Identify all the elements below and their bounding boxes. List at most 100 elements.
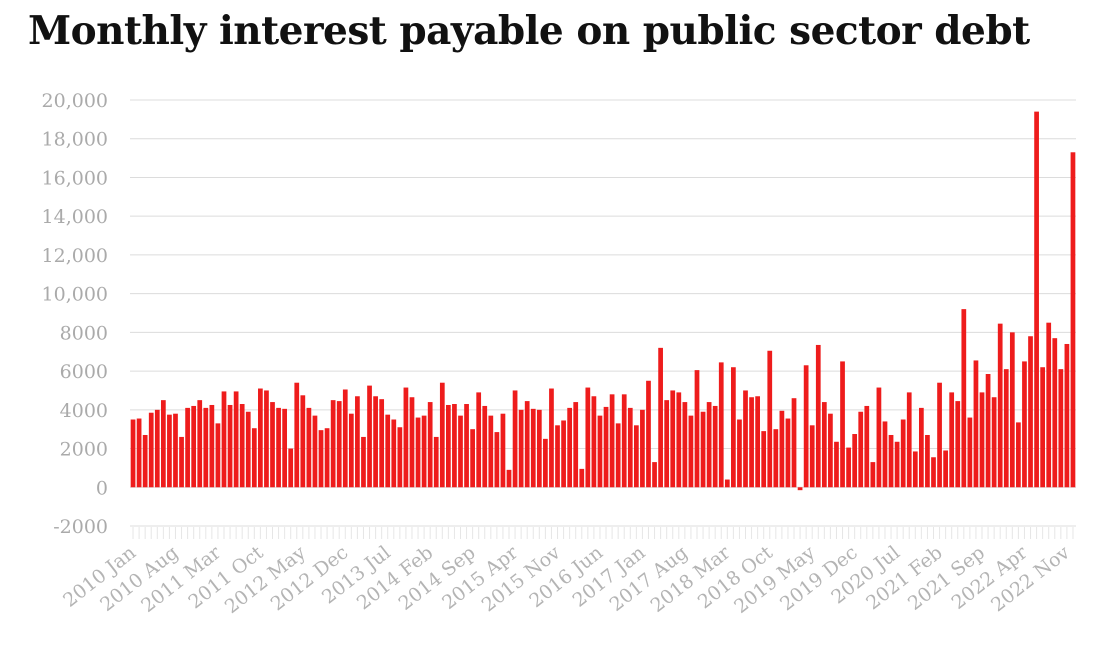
- bar: [1003, 369, 1009, 488]
- bar: [815, 344, 821, 488]
- bar: [925, 434, 930, 488]
- x-axis-minor-ticks: [132, 527, 1074, 539]
- bar: [239, 404, 245, 488]
- bar: [476, 392, 482, 488]
- bar: [330, 400, 336, 488]
- bar: [288, 448, 294, 488]
- bar: [755, 396, 760, 488]
- bar: [609, 394, 615, 488]
- bar: [912, 451, 918, 488]
- bar: [864, 405, 870, 488]
- y-axis-ticks: -2000 0 2000 4000 6000 8000 10,000 12,000 14,000…: [42, 90, 108, 538]
- bar: [318, 430, 324, 488]
- bar: [597, 415, 603, 488]
- bar: [300, 395, 306, 488]
- bar: [518, 409, 524, 488]
- bar: [427, 402, 433, 488]
- bar: [961, 309, 967, 488]
- bar: [385, 414, 391, 488]
- bar: [555, 425, 560, 488]
- bar: [997, 323, 1003, 488]
- bar: [761, 431, 767, 488]
- y-tick-label: 20,000: [42, 90, 108, 112]
- bar: [355, 396, 360, 488]
- bar: [215, 423, 221, 488]
- bar: [567, 407, 573, 488]
- bar: [160, 400, 166, 488]
- bar: [221, 391, 227, 488]
- bar: [852, 434, 858, 488]
- gridlines: [130, 99, 1076, 527]
- bar: [446, 404, 451, 488]
- bar: [130, 419, 136, 488]
- y-tick-label: 4000: [60, 400, 108, 422]
- y-tick-label: 10,000: [42, 284, 108, 306]
- bar: [882, 421, 888, 488]
- bar: [706, 402, 712, 488]
- bar: [276, 407, 281, 488]
- bar: [306, 407, 312, 488]
- bar: [209, 404, 215, 488]
- bar: [154, 409, 160, 488]
- bar: [561, 420, 566, 488]
- bar: [197, 400, 203, 488]
- bar: [421, 415, 427, 488]
- bar: [245, 411, 251, 488]
- bar: [773, 429, 779, 488]
- bar: [409, 397, 415, 488]
- bar: [1040, 367, 1046, 488]
- bar: [397, 427, 403, 488]
- bar: [1046, 322, 1052, 488]
- bar: [415, 417, 421, 488]
- bar: [682, 402, 688, 488]
- bar: [955, 401, 961, 488]
- bar: [336, 401, 342, 488]
- bar: [361, 436, 366, 488]
- bar: [348, 413, 354, 488]
- bar: [543, 438, 548, 488]
- bar: [591, 396, 597, 488]
- bar: [251, 428, 257, 488]
- bar: [834, 441, 839, 488]
- bar: [203, 407, 209, 488]
- bar: [312, 415, 318, 488]
- bar: [621, 394, 627, 488]
- bar: [737, 419, 742, 488]
- bar: [173, 413, 178, 488]
- bar: [809, 425, 815, 488]
- bar: [664, 400, 670, 488]
- bar: [379, 399, 385, 488]
- bar: [797, 487, 803, 491]
- bar: [870, 462, 876, 488]
- bar: [858, 411, 864, 488]
- bar: [324, 428, 330, 488]
- y-tick-label: 0: [96, 477, 108, 499]
- bar: [191, 405, 197, 488]
- y-tick-label: 18,000: [42, 129, 108, 151]
- bar: [179, 436, 184, 488]
- bar: [167, 414, 172, 488]
- bar: [676, 392, 682, 488]
- bar: [803, 365, 809, 488]
- bar: [1022, 361, 1027, 488]
- bar: [227, 404, 233, 488]
- bar: [579, 468, 585, 488]
- bar: [894, 441, 900, 488]
- bar: [488, 415, 494, 488]
- bar: [342, 389, 348, 488]
- bar: [524, 401, 530, 488]
- y-tick-label: 8000: [60, 322, 108, 344]
- bar: [500, 413, 506, 488]
- bar: [640, 409, 645, 488]
- bar: [791, 398, 797, 488]
- bar: [1052, 338, 1058, 488]
- bar: [731, 367, 736, 488]
- bar: [615, 423, 621, 488]
- bar: [136, 418, 142, 488]
- bar: [464, 404, 469, 488]
- bar: [148, 412, 154, 488]
- bar: [633, 425, 639, 488]
- bar: [494, 432, 500, 488]
- bar: [270, 402, 275, 488]
